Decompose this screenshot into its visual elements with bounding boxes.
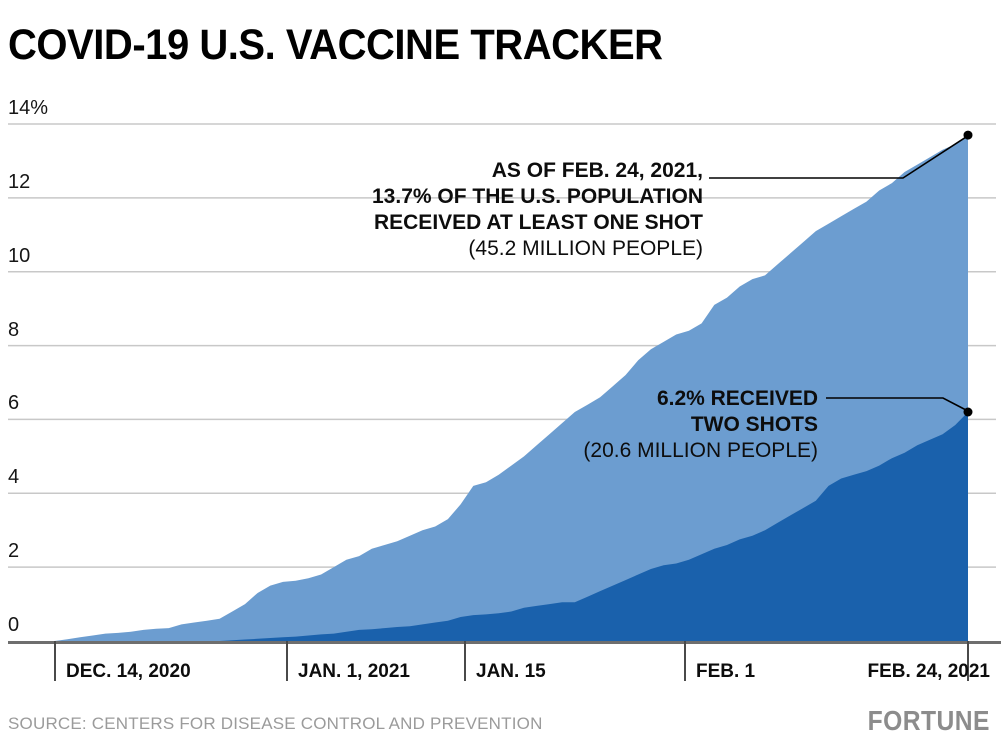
- y-axis-label-10: 10: [8, 244, 31, 267]
- area-two-shots: [42, 412, 968, 641]
- annotation-two-shots-line1: 6.2% RECEIVED: [656, 387, 818, 410]
- leader-line-two-shots: [826, 397, 967, 411]
- x-axis-label-3: FEB. 1: [696, 661, 756, 682]
- annotation-one-shot: AS OF FEB. 24, 2021, 13.7% OF THE U.S. P…: [372, 158, 703, 262]
- x-axis-label-1: JAN. 1, 2021: [298, 661, 410, 682]
- annotation-one-shot-line1: AS OF FEB. 24, 2021,: [491, 159, 703, 182]
- y-axis-label-4: 4: [8, 466, 20, 489]
- y-axis-label-14: 14%: [8, 97, 49, 119]
- annotation-two-shots-line2: TWO SHOTS: [690, 413, 818, 436]
- annotation-one-shot-line2: 13.7% OF THE U.S. POPULATION: [372, 185, 703, 208]
- y-axis-label-8: 8: [8, 318, 20, 341]
- x-axis-label-4: FEB. 24, 2021: [867, 661, 990, 682]
- endpoint-dot-two-shots: [963, 407, 973, 417]
- area-one-shot: [42, 135, 968, 641]
- x-axis-label-2: JAN. 15: [476, 661, 546, 682]
- leader-line-one-shot: [709, 136, 967, 179]
- x-axis-label-0: DEC. 14, 2020: [66, 661, 191, 682]
- annotation-one-shot-line4: (45.2 MILLION PEOPLE): [468, 237, 703, 260]
- annotation-one-shot-line3: RECEIVED AT LEAST ONE SHOT: [373, 211, 703, 234]
- y-axis-label-0: 0: [8, 614, 20, 636]
- source-credit: SOURCE: CENTERS FOR DISEASE CONTROL AND …: [8, 714, 543, 733]
- endpoint-dot-one-shot: [963, 130, 973, 140]
- annotation-two-shots: 6.2% RECEIVED TWO SHOTS (20.6 MILLION PE…: [583, 386, 818, 464]
- annotation-two-shots-line3: (20.6 MILLION PEOPLE): [583, 439, 818, 462]
- y-axis-label-6: 6: [8, 392, 20, 415]
- y-axis-label-12: 12: [8, 170, 31, 193]
- page-title: COVID-19 U.S. VACCINE TRACKER: [8, 21, 663, 69]
- y-axis-label-2: 2: [8, 540, 20, 563]
- fortune-logo: FORTUNE: [867, 705, 990, 736]
